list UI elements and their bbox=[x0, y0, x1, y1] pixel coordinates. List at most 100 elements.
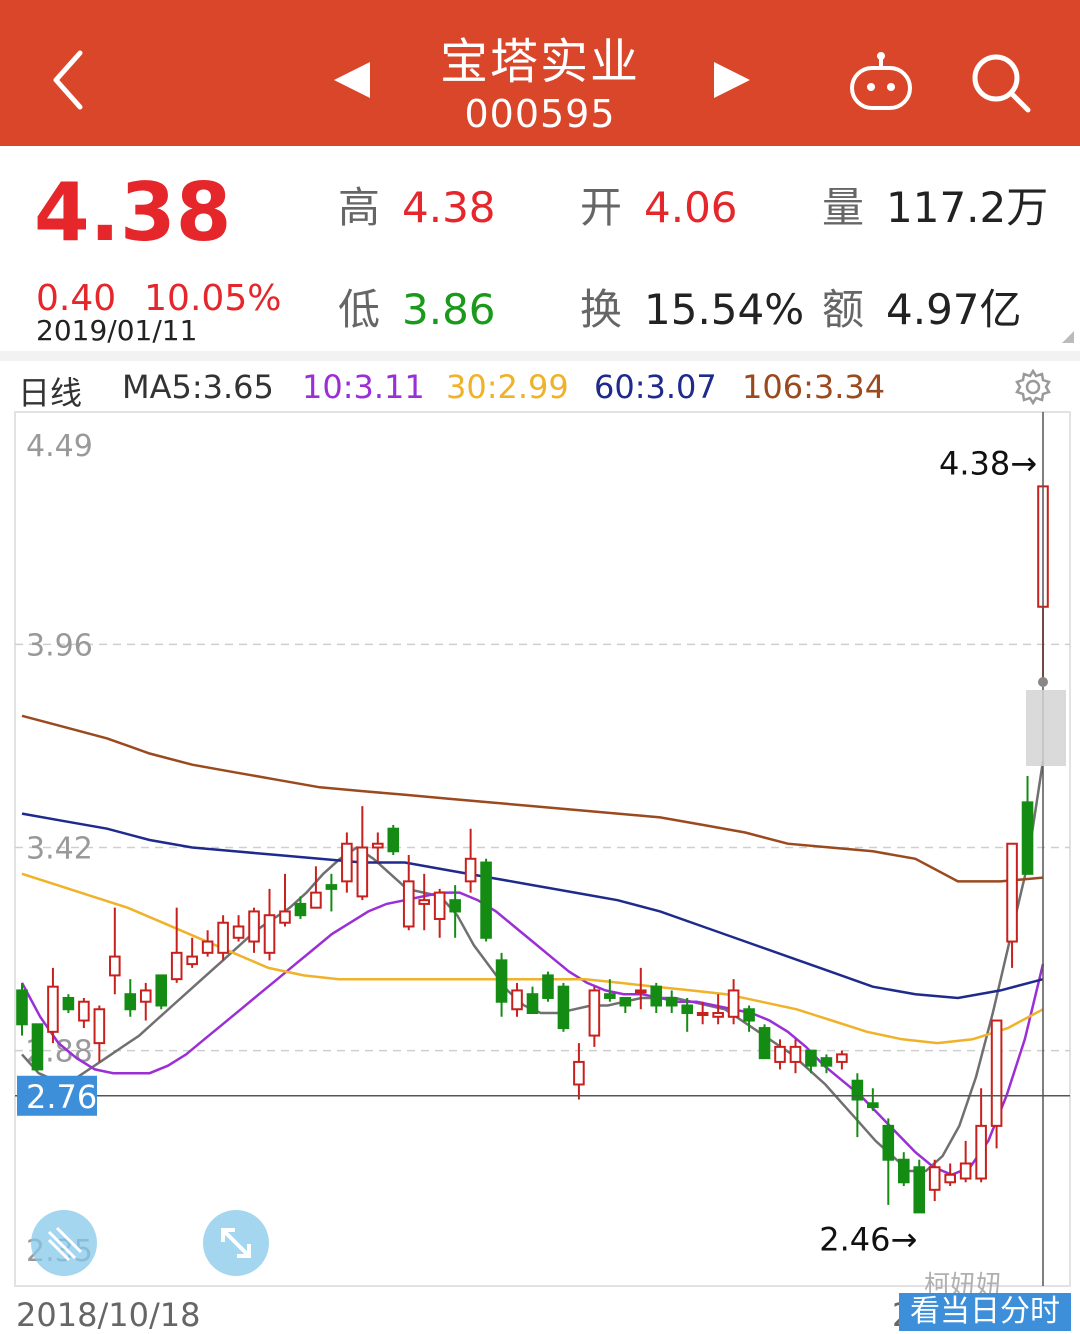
volume: 量 117.2万 bbox=[822, 183, 1049, 232]
candle-body bbox=[975, 1124, 987, 1180]
candle-body bbox=[155, 974, 168, 1007]
candle-body bbox=[31, 1023, 44, 1071]
candle-body bbox=[897, 1158, 910, 1184]
crosshair-price-label: 2.76 bbox=[26, 1078, 97, 1116]
ma-line-ma106 bbox=[21, 714, 1044, 883]
candle-body bbox=[402, 880, 415, 928]
candle-body bbox=[495, 959, 508, 1003]
candle-body bbox=[882, 1124, 895, 1161]
period-selector[interactable]: 日线 bbox=[18, 374, 83, 412]
candle-body bbox=[310, 891, 322, 909]
candle-body bbox=[109, 955, 121, 977]
high-price: 高 4.38 bbox=[338, 183, 496, 232]
y-tick-label: 3.42 bbox=[26, 832, 93, 867]
expand-arrows-icon bbox=[221, 1228, 251, 1258]
app-header: 宝塔实业 000595 bbox=[0, 0, 1080, 146]
candle-body bbox=[464, 857, 477, 883]
candle-body bbox=[681, 1004, 693, 1015]
low-price: 低 3.86 bbox=[338, 285, 496, 334]
next-stock-icon[interactable] bbox=[710, 58, 754, 102]
candlestick-chart[interactable]: 4.493.963.422.882.35 2.764.38→2.46→ bbox=[0, 410, 1080, 1290]
candle-body bbox=[619, 996, 632, 1007]
candle-body bbox=[418, 899, 431, 905]
candle-body bbox=[449, 899, 461, 913]
crosshair-icon bbox=[47, 1226, 83, 1262]
ma30-value: 30:2.99 bbox=[446, 368, 569, 406]
ma5-value: MA5:3.65 bbox=[122, 368, 274, 406]
candle-body bbox=[913, 1166, 926, 1214]
candle-body bbox=[47, 985, 59, 1033]
open-price: 开 4.06 bbox=[580, 183, 738, 232]
expand-corner-icon[interactable] bbox=[1062, 331, 1074, 343]
change-amount: 0.40 bbox=[36, 278, 117, 319]
candle-body bbox=[758, 1027, 771, 1060]
candle-body bbox=[774, 1045, 786, 1063]
candle-body bbox=[511, 989, 523, 1011]
candle-body bbox=[557, 985, 570, 1030]
candle-body bbox=[294, 902, 307, 917]
ma-legend: 日线 MA5:3.65 10:3.11 30:2.99 60:3.07 106:… bbox=[0, 362, 1080, 412]
candle-body bbox=[634, 989, 647, 994]
candle-body bbox=[836, 1053, 848, 1063]
quote-date: 2019/01/11 bbox=[36, 314, 198, 347]
candle-body bbox=[867, 1102, 879, 1109]
candle-body bbox=[356, 846, 369, 898]
candle-body bbox=[696, 1012, 709, 1017]
fullscreen-button[interactable] bbox=[203, 1210, 269, 1276]
candle-body bbox=[1006, 842, 1018, 943]
stock-name: 宝塔实业 bbox=[439, 34, 640, 90]
candle-body bbox=[232, 925, 245, 939]
candle-body bbox=[263, 914, 276, 954]
crosshair-price-badge bbox=[17, 1075, 97, 1116]
current-price: 4.38 bbox=[34, 166, 232, 259]
candle-body bbox=[944, 1173, 956, 1184]
candle-body bbox=[851, 1079, 864, 1101]
stock-code: 000595 bbox=[464, 92, 616, 136]
candle-body bbox=[201, 940, 214, 954]
y-tick-label: 3.96 bbox=[26, 628, 93, 663]
y-axis-ticks: 4.493.963.422.882.35 bbox=[26, 429, 93, 1269]
candle-body bbox=[341, 842, 353, 883]
candle-body bbox=[433, 891, 446, 920]
candle-body bbox=[139, 989, 152, 1003]
crosshair-overlay: 2.76 4.38→ 2.46→ bbox=[15, 412, 1070, 1286]
candle-body bbox=[650, 985, 663, 1007]
quote-panel: 4.38 0.40 10.05% 2019/01/11 高 4.38 开 4.06 量… bbox=[0, 146, 1080, 351]
trade-amount: 额 4.97亿 bbox=[822, 285, 1022, 334]
robot-icon[interactable] bbox=[846, 52, 916, 114]
search-icon[interactable] bbox=[968, 50, 1034, 116]
max-price-annotation: 4.38→ bbox=[939, 444, 1037, 482]
candle-body bbox=[573, 1060, 585, 1086]
candle-body bbox=[805, 1049, 817, 1067]
candle-body bbox=[372, 842, 384, 849]
price-change: 0.40 10.05% bbox=[36, 278, 281, 319]
candle-body bbox=[62, 996, 75, 1011]
view-intraday-button[interactable]: 看当日分时 bbox=[899, 1293, 1071, 1331]
candle-body bbox=[990, 1019, 1003, 1127]
change-percent: 10.05% bbox=[144, 278, 282, 319]
divider bbox=[0, 351, 1080, 361]
turnover-rate: 换 15.54% bbox=[580, 285, 805, 334]
settings-gear-icon[interactable] bbox=[1014, 368, 1052, 406]
y-tick-label: 4.49 bbox=[26, 429, 93, 464]
previous-stock-icon[interactable] bbox=[330, 58, 374, 102]
ma-line-ma30 bbox=[21, 872, 1044, 1045]
candle-body bbox=[789, 1045, 802, 1063]
candle-body bbox=[743, 1008, 755, 1022]
candle-body bbox=[170, 951, 183, 981]
chart-start-date: 2018/10/18 bbox=[16, 1296, 201, 1334]
crosshair-toggle-button[interactable] bbox=[31, 1210, 97, 1276]
candle-body bbox=[186, 955, 198, 966]
candle-body bbox=[387, 827, 400, 853]
back-arrow-icon[interactable] bbox=[40, 45, 100, 115]
candle-body bbox=[279, 910, 291, 924]
candle-body bbox=[542, 974, 554, 999]
candle-body bbox=[480, 861, 492, 939]
candles bbox=[16, 485, 1049, 1214]
candle-body bbox=[665, 996, 678, 1007]
candle-body bbox=[959, 1162, 972, 1180]
min-price-annotation: 2.46→ bbox=[819, 1220, 917, 1258]
selection-highlight bbox=[1026, 690, 1066, 766]
candle-body bbox=[16, 989, 28, 1026]
candle-body bbox=[325, 884, 338, 890]
